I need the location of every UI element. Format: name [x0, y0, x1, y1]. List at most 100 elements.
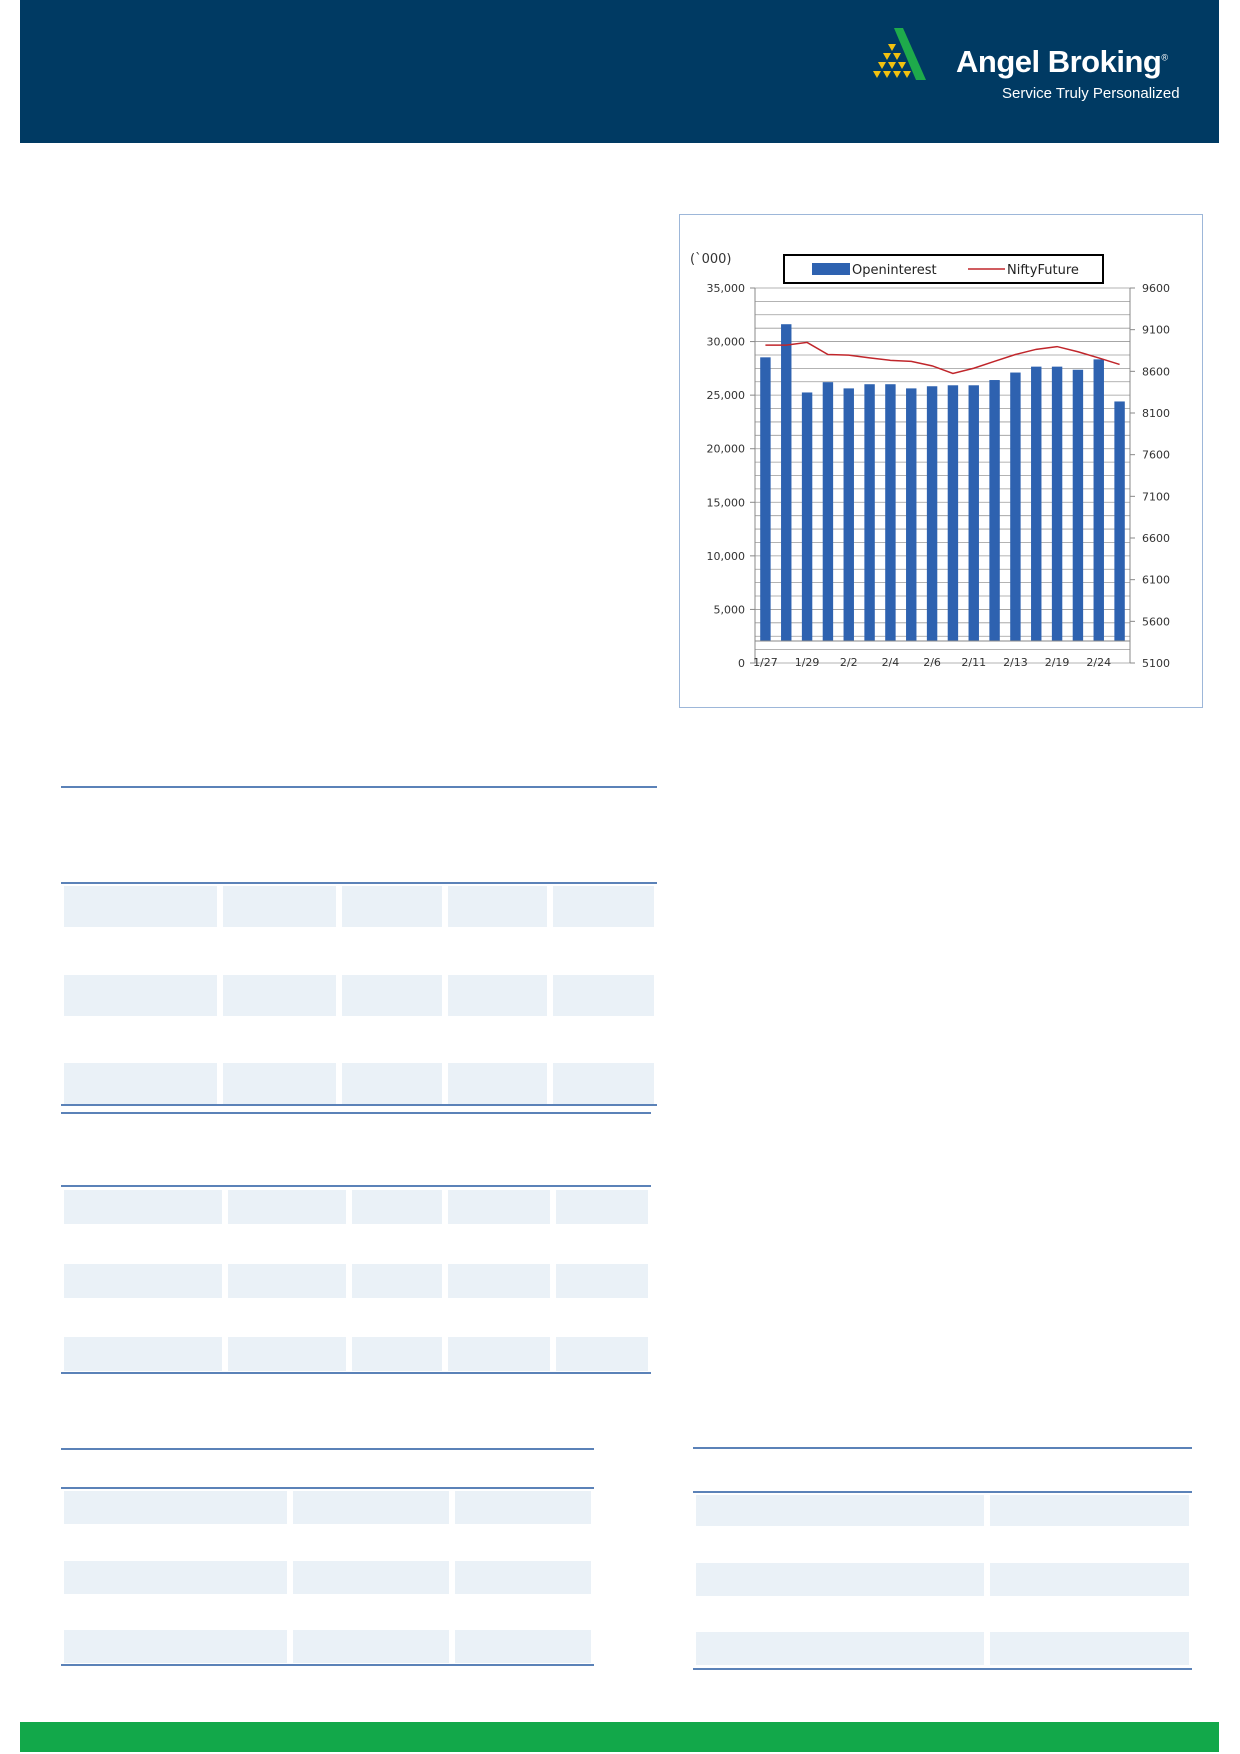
bar: [843, 388, 854, 641]
footer-bar: [20, 1722, 1219, 1752]
x-tick-label: 2/4: [882, 656, 900, 669]
left-tick-label: 0: [738, 657, 745, 670]
bar: [906, 388, 917, 641]
table-cell: [64, 1190, 222, 1224]
table-cell: [990, 1495, 1189, 1526]
legend-label-niftyfuture: NiftyFuture: [1007, 263, 1079, 278]
legend-label-openinterest: Openinterest: [852, 263, 937, 278]
x-tick-label: 2/2: [840, 656, 858, 669]
x-tick-label: 2/13: [1003, 656, 1028, 669]
right-tick-label: 9100: [1142, 324, 1170, 337]
bar: [968, 385, 979, 641]
table-cell: [556, 1264, 648, 1298]
table-cell: [556, 1190, 648, 1224]
left-tick-label: 15,000: [707, 496, 746, 509]
bar: [801, 392, 813, 641]
left-tick-label: 25,000: [707, 389, 746, 402]
table-cell: [448, 1264, 550, 1298]
table-header-rule: [61, 1185, 651, 1187]
table-cell: [696, 1632, 984, 1665]
table-cell: [64, 1063, 217, 1104]
right-tick-label: 8100: [1142, 407, 1170, 420]
tagline: Service Truly Personalized: [1002, 85, 1180, 102]
table-cell: [448, 886, 547, 927]
right-tick-label: 9600: [1142, 282, 1170, 295]
table-cell: [553, 975, 654, 1016]
bar: [760, 357, 771, 641]
bar: [1072, 369, 1084, 641]
logo-mark-icon: [873, 28, 926, 80]
chart-svg: 0 5,000 10,000 15,000 20,000 25,000 30,000 35,0…: [690, 252, 1170, 670]
table-cell: [696, 1495, 984, 1526]
header-banner: Angel Broking® Service Truly Personalize…: [20, 0, 1219, 143]
table-bottom-rule: [61, 1104, 657, 1106]
bar: [822, 382, 834, 641]
table-cell: [64, 1630, 287, 1663]
right-tick-label: 5100: [1142, 657, 1170, 670]
left-tick-label: 10,000: [707, 550, 746, 563]
bar: [1051, 366, 1063, 641]
table-top-rule: [61, 1448, 594, 1450]
table-cell: [990, 1563, 1189, 1596]
table-cell: [553, 1063, 654, 1104]
right-tick-label: 7600: [1142, 449, 1170, 462]
left-tick-label: 35,000: [707, 282, 746, 295]
table-cell: [553, 886, 654, 927]
table-cell: [455, 1630, 591, 1663]
table-cell: [990, 1632, 1189, 1665]
table-cell: [64, 1561, 287, 1594]
x-tick-label: 1/27: [753, 656, 778, 669]
x-tick-label: 2/11: [961, 656, 986, 669]
table-cell: [223, 1063, 336, 1104]
table-cell: [228, 1264, 346, 1298]
table-cell: [342, 1063, 442, 1104]
bar: [989, 380, 1000, 641]
right-tick-label: 6600: [1142, 532, 1170, 545]
table-cell: [342, 975, 442, 1016]
table-bottom-rule: [693, 1668, 1192, 1670]
table-cell: [64, 975, 217, 1016]
bar: [781, 324, 792, 641]
legend-swatch-openinterest: [812, 263, 850, 275]
legend: Openinterest NiftyFuture: [783, 254, 1104, 284]
table-cell: [64, 1264, 222, 1298]
table-cell: [448, 1063, 547, 1104]
table-cell: [342, 886, 442, 927]
x-tick-label: 1/29: [795, 656, 820, 669]
table-header-rule: [61, 882, 657, 884]
left-tick-label: 20,000: [707, 443, 746, 456]
registered-mark: ®: [1161, 52, 1168, 63]
right-tick-label: 7100: [1142, 490, 1170, 503]
table-cell: [223, 886, 336, 927]
bar: [885, 384, 896, 641]
table-bottom-rule: [61, 1664, 594, 1666]
table-cell: [448, 1337, 550, 1371]
bar: [1031, 366, 1042, 641]
right-tick-label: 5600: [1142, 615, 1170, 628]
table-cell: [223, 975, 336, 1016]
x-tick-label: 2/24: [1086, 656, 1111, 669]
unit-label: (`000): [690, 252, 731, 267]
right-tick-label: 8600: [1142, 365, 1170, 378]
table-header-rule: [61, 1487, 594, 1489]
table-cell: [293, 1561, 449, 1594]
table-cell: [293, 1491, 449, 1524]
x-tick-label: 2/6: [923, 656, 941, 669]
table-cell: [352, 1337, 442, 1371]
bar: [1093, 359, 1104, 641]
table-cell: [64, 1491, 287, 1524]
table-top-rule: [61, 786, 657, 788]
bar: [864, 384, 875, 641]
nifty-future-line: [765, 341, 1120, 375]
table-cell: [448, 975, 547, 1016]
table-top-rule: [693, 1447, 1192, 1449]
table-cell: [64, 1337, 222, 1371]
table-cell: [352, 1190, 442, 1224]
bar: [947, 385, 959, 641]
angel-broking-logo: Angel Broking® Service Truly Personalize…: [872, 22, 1192, 112]
table-cell: [696, 1563, 984, 1596]
bar: [1114, 401, 1125, 641]
table-header-rule: [693, 1491, 1192, 1493]
table-cell: [228, 1337, 346, 1371]
